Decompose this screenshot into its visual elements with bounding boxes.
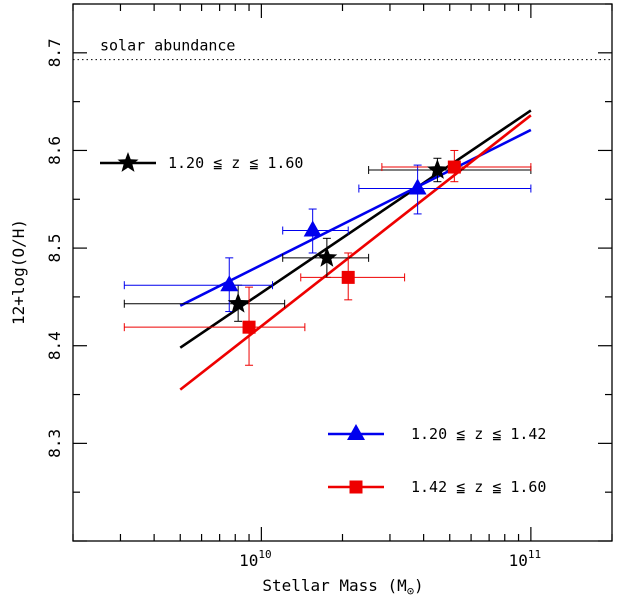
error-bars	[123, 149, 532, 366]
fit-lines	[179, 109, 532, 391]
solar-abundance-label: solar abundance	[100, 37, 235, 55]
fit-line	[179, 128, 532, 307]
y-tick-label: 8.5	[45, 234, 64, 263]
fit-line	[179, 114, 532, 391]
legend-label: 1.20 ≦ z ≦ 1.60	[168, 154, 303, 172]
y-tick-label: 8.6	[45, 136, 64, 165]
y-tick-label: 8.7	[45, 38, 64, 67]
fit-line	[179, 109, 532, 349]
triangle-marker	[220, 275, 239, 292]
x-axis-label: Stellar Mass (M⊙)	[262, 576, 423, 598]
x-tick-label: 1011	[509, 548, 542, 570]
star-marker	[117, 152, 139, 172]
legend-label: 1.20 ≦ z ≦ 1.42	[411, 425, 546, 443]
data-markers	[220, 159, 461, 334]
triangle-marker	[408, 178, 427, 195]
y-axis-label: 12+log(O/H)	[9, 219, 28, 325]
y-tick-label: 8.4	[45, 331, 64, 360]
x-tick-label: 1010	[239, 548, 272, 570]
legend: 1.20 ≦ z ≦ 1.60 1.20 ≦ z ≦ 1.42 1.42 ≦ z ≦…	[100, 152, 546, 496]
solar-symbol: ⊙	[407, 584, 414, 598]
square-marker	[242, 320, 256, 334]
star-marker	[227, 292, 249, 313]
square-marker	[447, 160, 461, 174]
legend-label: 1.42 ≦ z ≦ 1.60	[411, 478, 546, 496]
star-marker	[427, 159, 448, 179]
square-marker	[349, 480, 363, 494]
tick-labels: 8.3 8.4 8.5 8.6 8.7 1010 1011	[45, 38, 541, 570]
axis-ticks	[72, 3, 613, 542]
square-marker	[341, 270, 355, 284]
triangle-marker	[303, 220, 322, 237]
star-marker	[316, 246, 338, 267]
y-tick-label: 8.3	[45, 429, 64, 458]
triangle-marker	[347, 424, 365, 440]
